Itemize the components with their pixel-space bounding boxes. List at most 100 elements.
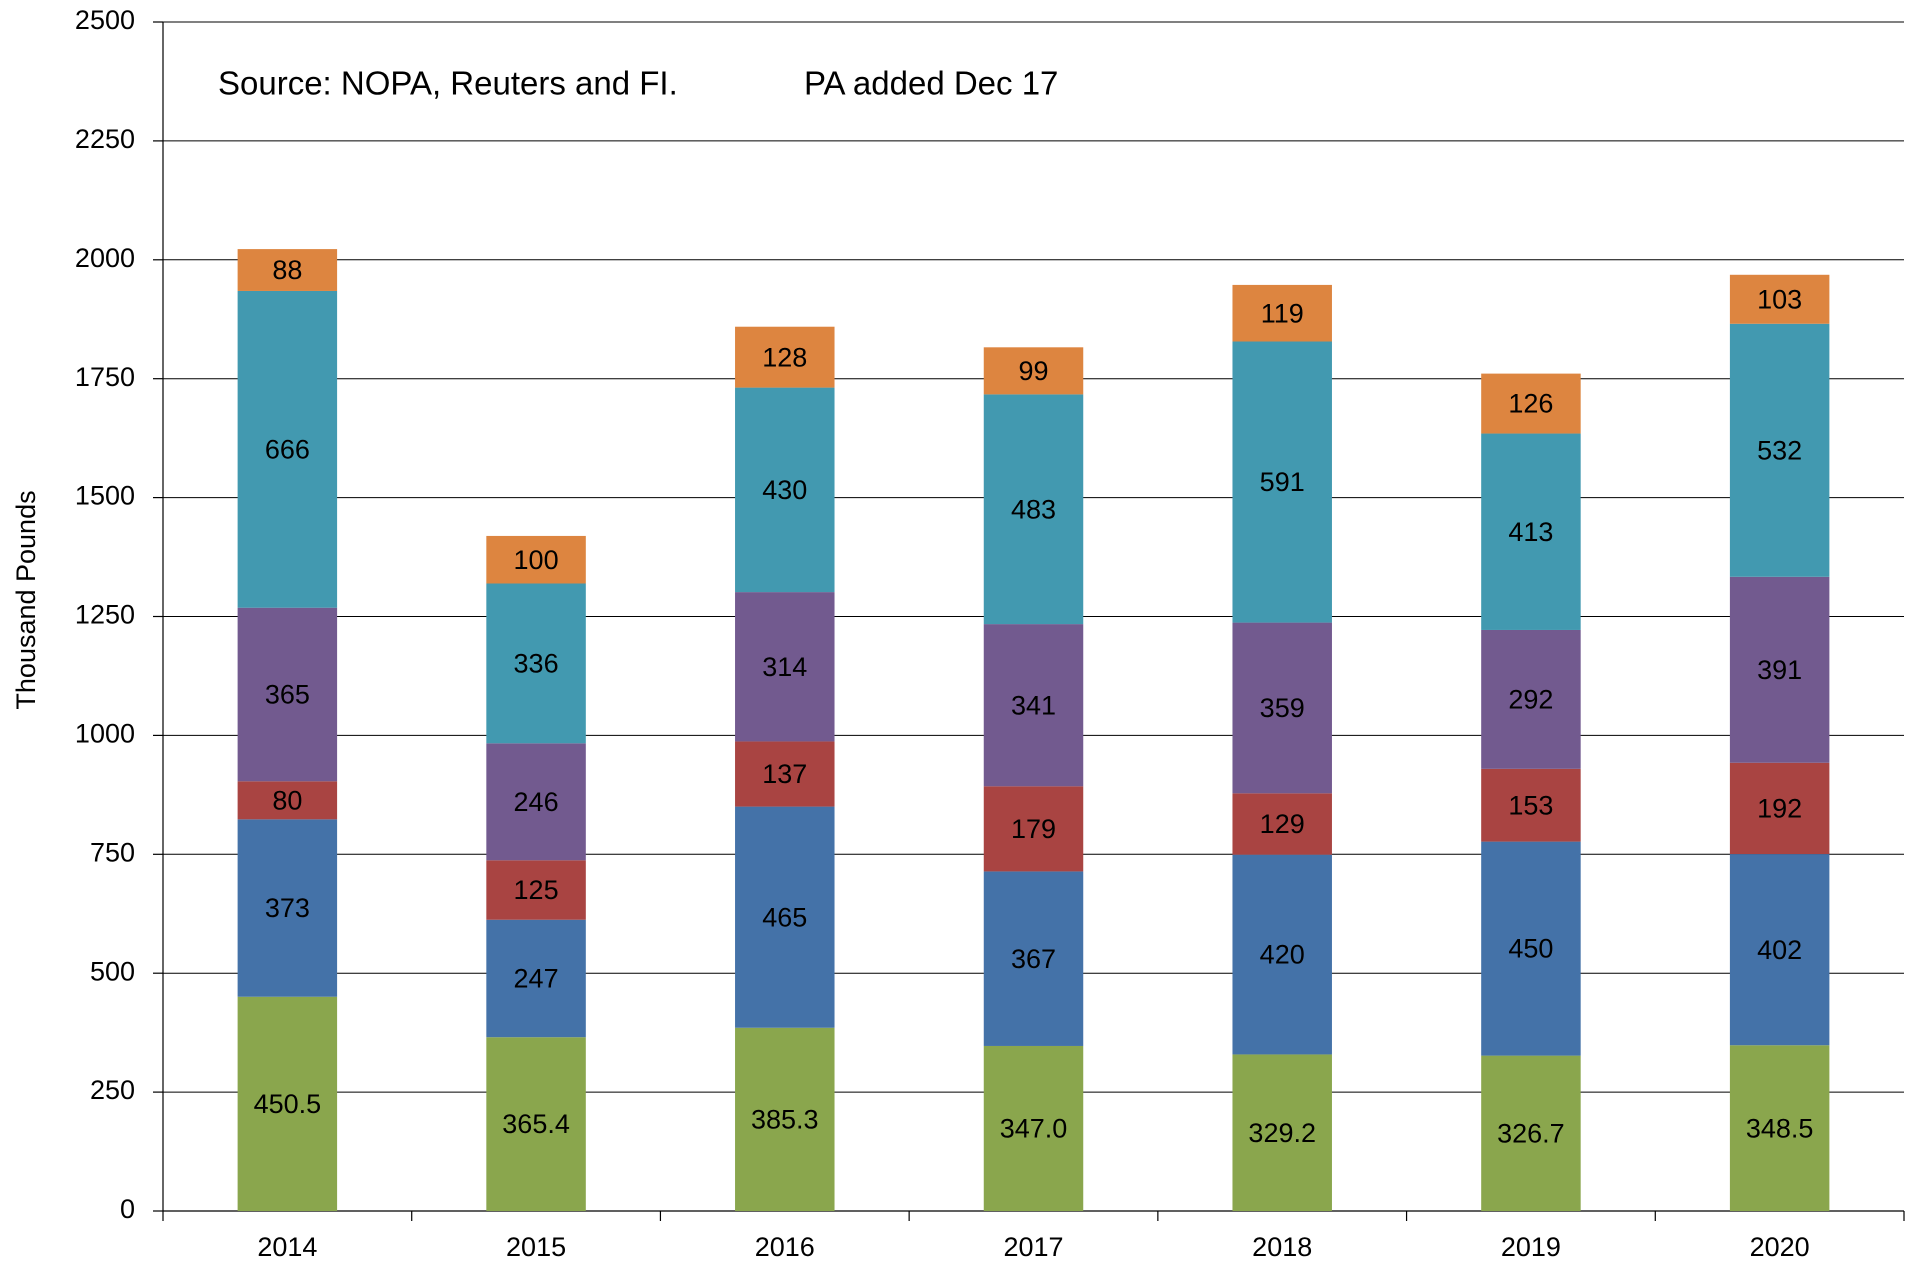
data-label: 192: [1757, 794, 1802, 824]
bar-segment: [1232, 284, 1332, 342]
data-label: 126: [1508, 389, 1553, 419]
data-label: 413: [1508, 517, 1553, 547]
bar-segment: [983, 786, 1084, 872]
bar-segment: [735, 741, 835, 807]
data-label: 88: [272, 255, 302, 285]
bar-segment: [1232, 341, 1332, 623]
x-tick-label: 2020: [1750, 1232, 1810, 1262]
bar-segment: [983, 1045, 1084, 1211]
data-label: 367: [1011, 944, 1056, 974]
bar-segment: [735, 592, 835, 742]
data-label: 247: [514, 964, 559, 994]
bar-segment: [1729, 576, 1830, 763]
bar-segment: [486, 535, 586, 584]
y-tick-label: 0: [120, 1194, 135, 1224]
bar-segment: [486, 743, 586, 861]
bar-segment: [486, 1037, 586, 1211]
data-label: 385.3: [751, 1105, 819, 1135]
data-label: 336: [514, 649, 559, 679]
annotation: Source: NOPA, Reuters and FI.: [218, 65, 678, 102]
bar-segment: [983, 871, 1084, 1046]
bar-segment: [1729, 323, 1830, 577]
data-label: 129: [1260, 809, 1305, 839]
bar-segment: [1232, 622, 1332, 794]
bar-segment: [237, 819, 338, 997]
data-label: 373: [265, 893, 310, 923]
annotation: PA added Dec 17: [804, 65, 1058, 102]
bar-segment: [1481, 841, 1581, 1056]
x-tick-label: 2017: [1003, 1232, 1063, 1262]
data-label: 179: [1011, 814, 1056, 844]
bar-segment: [237, 781, 338, 820]
data-label: 99: [1018, 356, 1048, 386]
data-label: 100: [514, 545, 559, 575]
data-label: 365: [265, 680, 310, 710]
data-label: 666: [265, 434, 310, 464]
bar-segment: [1729, 762, 1830, 855]
bar-segment: [237, 607, 338, 782]
y-tick-label: 2250: [75, 124, 135, 154]
bar-segment: [486, 860, 586, 920]
y-tick-label: 2000: [75, 243, 135, 273]
x-tick-label: 2014: [257, 1232, 317, 1262]
data-label: 450.5: [254, 1089, 322, 1119]
bar-segment: [237, 996, 338, 1211]
data-label: 137: [762, 759, 807, 789]
data-label: 532: [1757, 435, 1802, 465]
bar-segment: [735, 387, 835, 593]
bar-segment: [1729, 274, 1830, 324]
data-label: 341: [1011, 690, 1056, 720]
bar-segment: [983, 347, 1084, 395]
bar-segment: [1481, 768, 1581, 842]
x-tick-label: 2015: [506, 1232, 566, 1262]
bar-segment: [983, 394, 1084, 625]
data-label: 402: [1757, 935, 1802, 965]
y-axis-label: Thousand Pounds: [11, 490, 41, 709]
data-label: 329.2: [1248, 1118, 1316, 1148]
data-label: 391: [1757, 655, 1802, 685]
bar-segment: [486, 583, 586, 744]
bar-segment: [983, 624, 1084, 787]
data-label: 103: [1757, 284, 1802, 314]
data-label: 483: [1011, 494, 1056, 524]
data-label: 420: [1260, 940, 1305, 970]
x-tick-label: 2019: [1501, 1232, 1561, 1262]
data-label: 591: [1260, 467, 1305, 497]
y-tick-label: 2500: [75, 5, 135, 35]
y-tick-label: 1000: [75, 719, 135, 749]
data-label: 430: [762, 475, 807, 505]
data-label: 80: [272, 785, 302, 815]
y-tick-label: 250: [90, 1075, 135, 1105]
bar-segment: [1481, 1055, 1581, 1211]
data-label: 246: [514, 787, 559, 817]
bar-segment: [1232, 793, 1332, 855]
data-label: 365.4: [502, 1109, 570, 1139]
bar-segment: [735, 806, 835, 1028]
data-label: 153: [1508, 790, 1553, 820]
bar-segment: [1481, 373, 1581, 434]
data-label: 348.5: [1746, 1113, 1814, 1143]
data-label: 292: [1508, 685, 1553, 715]
data-label: 450: [1508, 934, 1553, 964]
bar-segment: [1729, 854, 1830, 1046]
data-label: 465: [762, 902, 807, 932]
y-tick-label: 500: [90, 956, 135, 986]
bar-segment: [237, 290, 338, 608]
bar-segment: [735, 1027, 835, 1211]
bar-segment: [1729, 1045, 1830, 1211]
data-label: 347.0: [1000, 1114, 1068, 1144]
data-label: 326.7: [1497, 1118, 1565, 1148]
y-tick-label: 1750: [75, 362, 135, 392]
bar-segment: [735, 326, 835, 388]
y-tick-label: 750: [90, 837, 135, 867]
x-tick-label: 2016: [755, 1232, 815, 1262]
y-tick-label: 1250: [75, 600, 135, 630]
bar-segment: [1232, 1054, 1332, 1211]
bar-segment: [486, 919, 586, 1038]
bar-segment: [1481, 629, 1581, 769]
x-tick-label: 2018: [1252, 1232, 1312, 1262]
bar-segment: [1232, 854, 1332, 1055]
data-label: 314: [762, 652, 807, 682]
data-label: 119: [1261, 298, 1304, 328]
